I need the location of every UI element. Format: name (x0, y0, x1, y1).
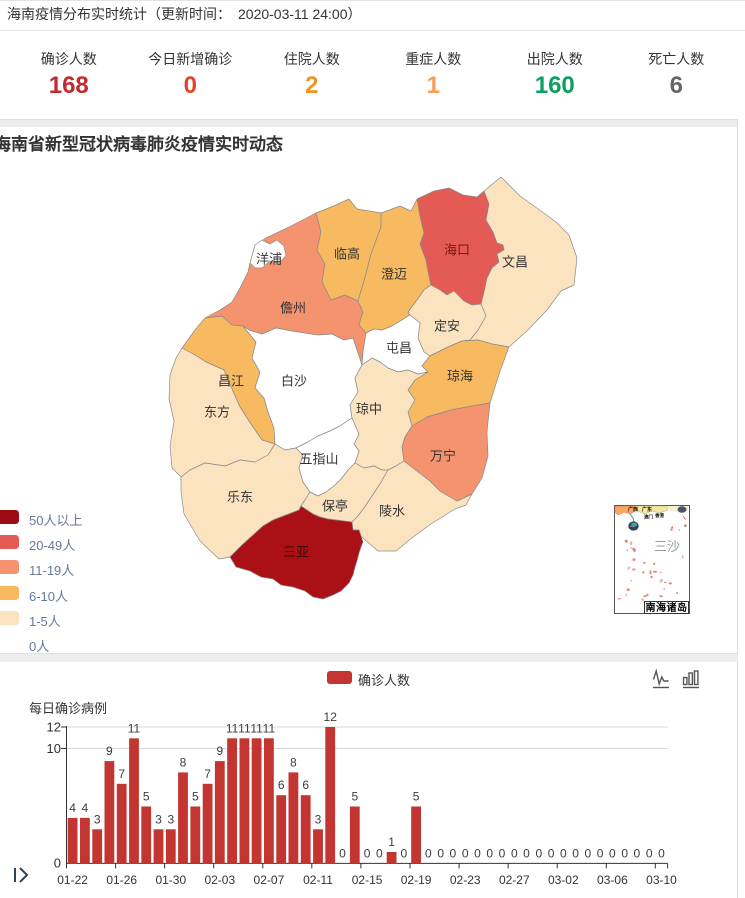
svg-text:香港: 香港 (654, 512, 664, 519)
svg-text:0: 0 (450, 846, 457, 860)
svg-text:8: 8 (180, 755, 187, 769)
svg-text:0: 0 (658, 846, 665, 860)
svg-text:广西: 广西 (628, 506, 638, 513)
svg-text:01-22: 01-22 (57, 873, 88, 887)
svg-text:3: 3 (155, 812, 162, 826)
svg-text:屯昌: 屯昌 (386, 341, 412, 356)
svg-text:0: 0 (548, 846, 555, 860)
svg-text:临高: 临高 (334, 247, 360, 262)
svg-text:乐东: 乐东 (227, 490, 253, 505)
svg-text:广东: 广东 (642, 506, 652, 513)
svg-text:万宁: 万宁 (430, 449, 456, 464)
svg-text:0: 0 (401, 846, 408, 860)
svg-text:02-03: 02-03 (204, 873, 235, 887)
svg-text:0: 0 (585, 846, 592, 860)
svg-text:03-10: 03-10 (646, 873, 677, 887)
svg-text:11: 11 (226, 721, 239, 735)
svg-text:澄迈: 澄迈 (381, 267, 407, 282)
svg-text:琼海: 琼海 (447, 369, 473, 384)
svg-text:7: 7 (204, 767, 211, 781)
svg-text:9: 9 (106, 744, 113, 758)
svg-text:三沙: 三沙 (654, 539, 680, 554)
svg-text:12: 12 (47, 720, 61, 735)
svg-text:7: 7 (118, 767, 125, 781)
svg-text:保亭: 保亭 (322, 499, 348, 514)
svg-text:5: 5 (192, 790, 199, 804)
svg-text:5: 5 (143, 790, 150, 804)
svg-text:01-26: 01-26 (106, 873, 137, 887)
svg-text:0: 0 (609, 846, 616, 860)
svg-text:02-19: 02-19 (401, 873, 432, 887)
svg-text:0: 0 (376, 846, 383, 860)
svg-text:文昌: 文昌 (502, 255, 528, 270)
svg-text:03-06: 03-06 (597, 873, 628, 887)
svg-text:定安: 定安 (434, 319, 460, 334)
svg-text:0: 0 (634, 846, 641, 860)
svg-text:10: 10 (47, 741, 61, 756)
svg-text:0: 0 (646, 846, 653, 860)
svg-text:01-30: 01-30 (155, 873, 186, 887)
svg-text:11: 11 (250, 721, 263, 735)
svg-text:0: 0 (621, 846, 628, 860)
svg-text:陵水: 陵水 (379, 504, 405, 519)
svg-text:0: 0 (535, 846, 542, 860)
svg-text:9: 9 (216, 744, 223, 758)
svg-text:白沙: 白沙 (281, 374, 307, 389)
svg-text:3: 3 (94, 812, 101, 826)
svg-text:0: 0 (597, 846, 604, 860)
svg-text:0: 0 (560, 846, 567, 860)
svg-text:0: 0 (572, 846, 579, 860)
svg-text:0: 0 (54, 856, 61, 871)
svg-text:海口: 海口 (444, 243, 470, 258)
svg-text:五指山: 五指山 (299, 452, 338, 467)
svg-text:0: 0 (499, 846, 506, 860)
svg-text:3: 3 (167, 812, 174, 826)
svg-text:02-23: 02-23 (450, 873, 481, 887)
svg-text:11: 11 (238, 721, 251, 735)
svg-text:02-15: 02-15 (352, 873, 383, 887)
svg-text:0: 0 (364, 846, 371, 860)
svg-text:0: 0 (339, 846, 346, 860)
svg-text:1: 1 (388, 835, 395, 849)
svg-text:0: 0 (437, 846, 444, 860)
svg-text:0: 0 (462, 846, 469, 860)
svg-text:4: 4 (69, 801, 76, 815)
svg-text:儋州: 儋州 (280, 301, 306, 316)
svg-text:东方: 东方 (204, 405, 230, 420)
svg-text:0: 0 (486, 846, 493, 860)
svg-text:0: 0 (523, 846, 530, 860)
svg-text:5: 5 (413, 790, 420, 804)
svg-text:03-02: 03-02 (548, 873, 579, 887)
svg-text:三亚: 三亚 (283, 545, 309, 560)
svg-text:12: 12 (324, 710, 338, 724)
svg-text:0: 0 (425, 846, 432, 860)
svg-text:澳门: 澳门 (644, 514, 653, 521)
svg-text:6: 6 (278, 778, 285, 792)
svg-text:02-27: 02-27 (499, 873, 530, 887)
svg-text:4: 4 (82, 801, 89, 815)
svg-text:昌江: 昌江 (218, 374, 244, 389)
svg-text:3: 3 (315, 812, 322, 826)
svg-text:02-11: 02-11 (303, 873, 333, 887)
svg-text:5: 5 (351, 790, 358, 804)
svg-text:8: 8 (290, 755, 297, 769)
svg-text:琼中: 琼中 (356, 402, 382, 417)
svg-text:洋浦: 洋浦 (256, 252, 282, 267)
svg-text:11: 11 (263, 721, 276, 735)
svg-text:11: 11 (128, 721, 141, 735)
svg-text:6: 6 (302, 778, 309, 792)
svg-text:0: 0 (511, 846, 518, 860)
svg-text:0: 0 (474, 846, 481, 860)
svg-text:02-07: 02-07 (254, 873, 285, 887)
